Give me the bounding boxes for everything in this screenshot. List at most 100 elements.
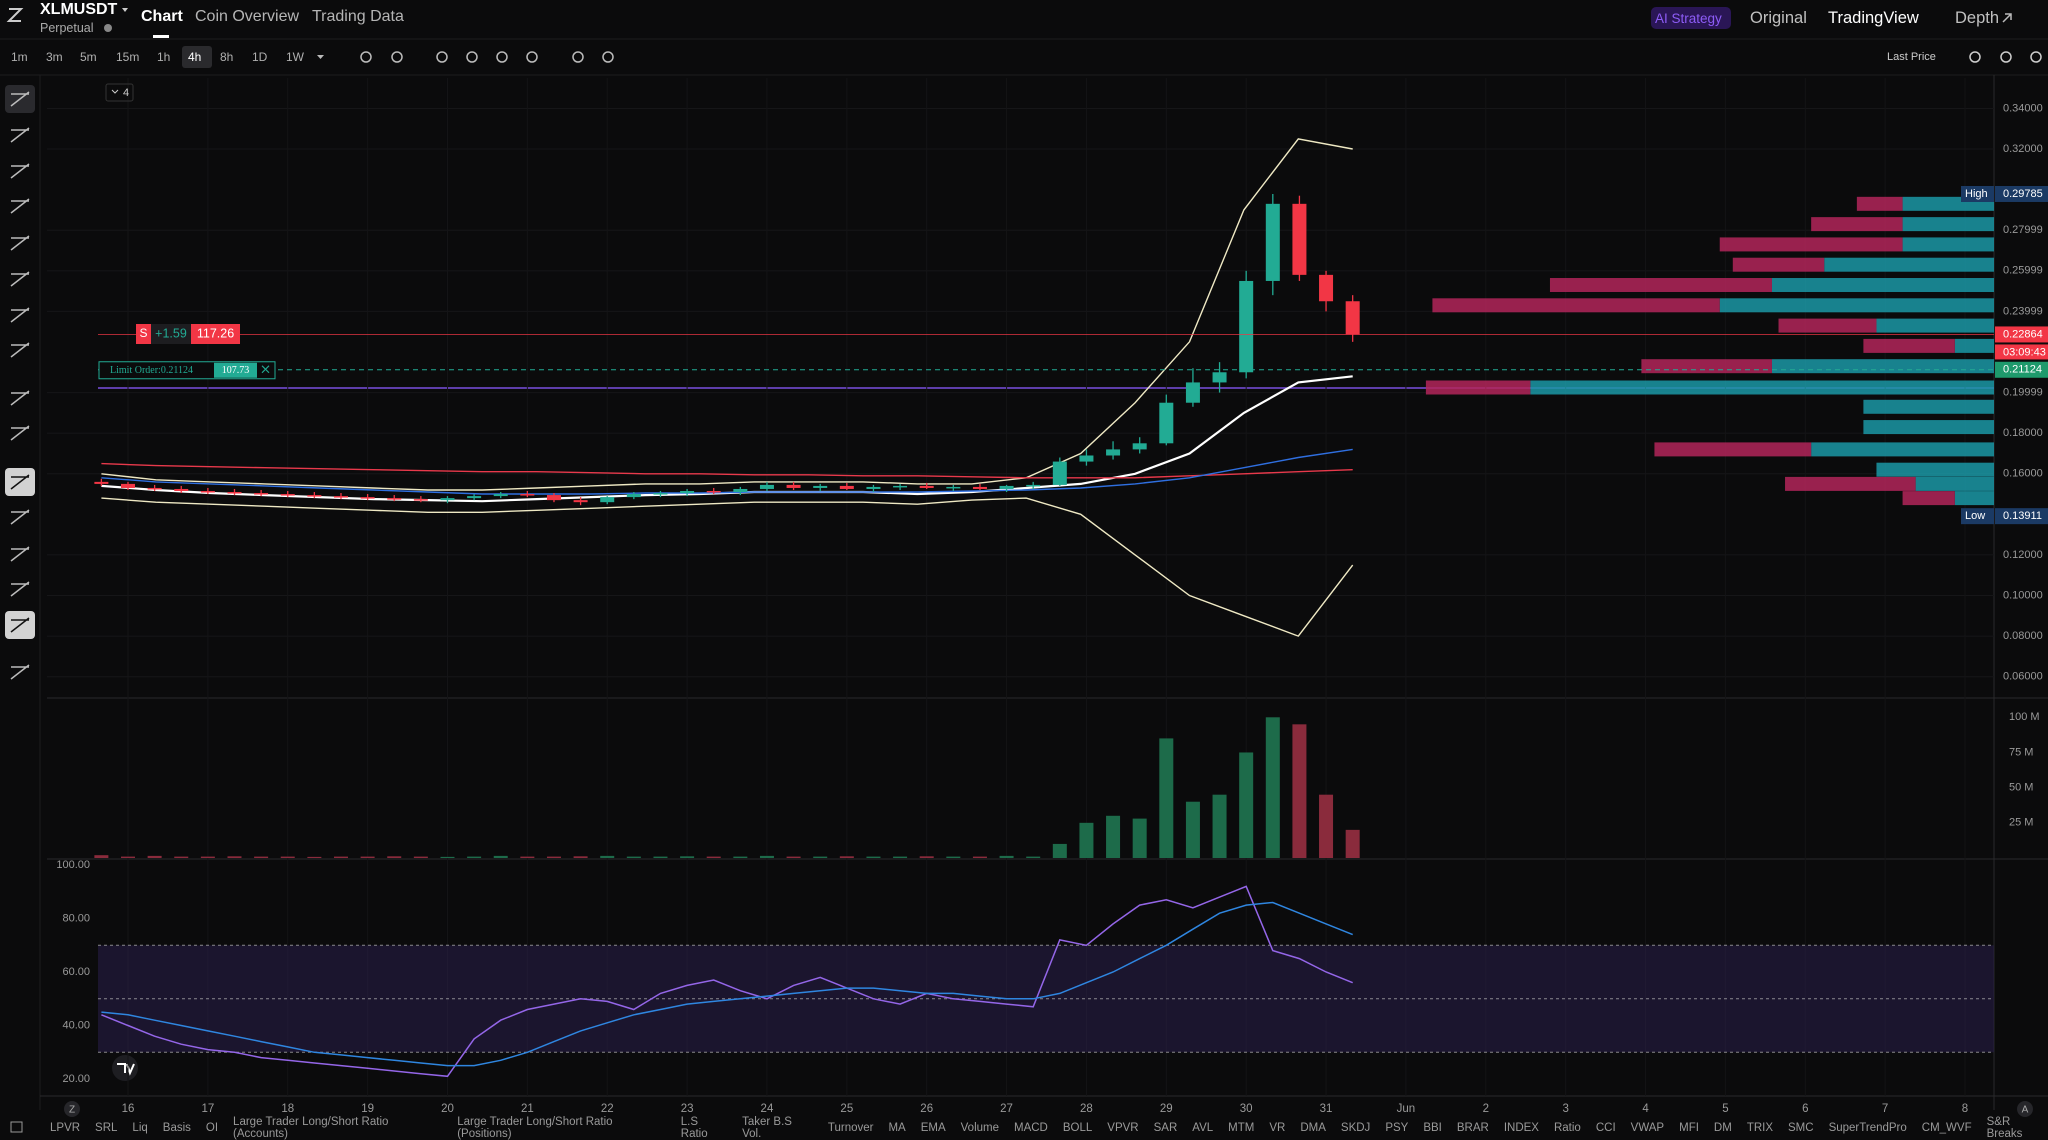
- volume-bar: [786, 856, 801, 858]
- order-side-bg: [136, 324, 151, 344]
- indicator-tab[interactable]: MTM: [1228, 1122, 1255, 1134]
- profile-sell: [1425, 380, 1531, 395]
- indicator-line: [101, 462, 1353, 479]
- indicator-tab[interactable]: Liq: [132, 1122, 148, 1134]
- high-tag: [1961, 185, 1994, 202]
- indicator-tab[interactable]: SuperTrendPro: [1828, 1122, 1907, 1134]
- indicator-tab[interactable]: DMA: [1300, 1122, 1326, 1134]
- price-type[interactable]: Last Price: [1887, 51, 1936, 63]
- toolbar-icon: [436, 51, 448, 63]
- indicator-tab[interactable]: EMA: [920, 1122, 946, 1134]
- candle-body: [200, 491, 215, 493]
- interval-button[interactable]: 15m: [116, 50, 140, 64]
- profile-sell: [1778, 318, 1877, 333]
- volume-bar: [573, 856, 588, 858]
- indicator-tab[interactable]: VWAP: [1630, 1122, 1665, 1134]
- header-right-tab[interactable]: AI Strategy: [1655, 11, 1722, 26]
- candle-body: [94, 481, 109, 484]
- indicator-tab[interactable]: SKDJ: [1340, 1122, 1371, 1134]
- rsi-line: [101, 901, 1353, 1067]
- interval-button[interactable]: 1D: [252, 50, 268, 64]
- volume-bar: [1026, 856, 1041, 858]
- candle-body: [1079, 455, 1094, 462]
- interval-button[interactable]: 3m: [46, 50, 63, 64]
- profile-sell: [1719, 237, 1903, 252]
- volume-bar: [1319, 794, 1334, 858]
- y-tick-label: 0.34000: [2003, 102, 2043, 114]
- indicator-tab[interactable]: OI: [205, 1122, 219, 1134]
- indicator-tab[interactable]: TRIX: [1746, 1122, 1774, 1134]
- profile-buy: [1902, 237, 1994, 252]
- candle-body: [626, 494, 641, 498]
- indicator-tab[interactable]: Large Trader Long/Short Ratio (Positions…: [457, 1116, 613, 1140]
- indicator-tab[interactable]: AVL: [1192, 1122, 1214, 1134]
- candle-body: [1319, 274, 1334, 302]
- header-tab[interactable]: Trading Data: [312, 8, 404, 25]
- indicator-tab[interactable]: VPVR: [1107, 1122, 1139, 1134]
- header-tab[interactable]: Coin Overview: [195, 8, 300, 25]
- low-tag-label: Low: [1965, 510, 1985, 522]
- indicator-tab[interactable]: Large Trader Long/Short Ratio (Accounts): [233, 1116, 389, 1140]
- indicator-tab[interactable]: L.S Ratio: [680, 1116, 708, 1140]
- header-right-tab[interactable]: TradingView: [1828, 9, 1919, 27]
- header-tab[interactable]: Chart: [141, 8, 183, 25]
- interval-button[interactable]: 5m: [80, 50, 97, 64]
- volume-tick-label: 75 M: [2009, 746, 2033, 758]
- indicator-tab[interactable]: VR: [1269, 1122, 1286, 1134]
- interval-button[interactable]: 4h: [188, 50, 202, 64]
- volume-bar: [467, 856, 482, 858]
- indicator-tab[interactable]: DM: [1713, 1122, 1732, 1134]
- symbol[interactable]: XLMUSDT: [40, 1, 118, 18]
- indicator-tab[interactable]: INDEX: [1503, 1122, 1539, 1134]
- indicator-tab[interactable]: SRL: [95, 1122, 118, 1134]
- indicator-tab[interactable]: BRAR: [1456, 1122, 1489, 1134]
- indicator-tab[interactable]: BOLL: [1062, 1122, 1093, 1134]
- indicator-tab[interactable]: Taker B.S Vol.: [742, 1116, 792, 1140]
- profile-buy: [1876, 462, 1994, 477]
- indicator-tab[interactable]: Turnover: [827, 1122, 874, 1134]
- last-price-label: 0.22864: [2003, 328, 2043, 340]
- profile-buy: [1876, 318, 1994, 333]
- info-icon: [104, 24, 112, 32]
- header-right-tab[interactable]: Depth: [1955, 9, 2000, 27]
- ai-badge: [1651, 7, 1731, 29]
- indicator-tab[interactable]: MACD: [1014, 1122, 1048, 1134]
- indicator-tab[interactable]: Ratio: [1553, 1122, 1581, 1134]
- volume-bar: [999, 855, 1014, 858]
- interval-button[interactable]: 8h: [220, 50, 234, 64]
- interval-button[interactable]: 1m: [11, 50, 28, 64]
- indicator-tab[interactable]: LPVR: [50, 1122, 81, 1134]
- x-tick-label: 5: [1722, 1103, 1728, 1115]
- rsi-tick-label: 60.00: [62, 966, 90, 978]
- candle-body: [972, 486, 987, 489]
- candle-body: [360, 497, 375, 499]
- profile-sell: [1732, 257, 1825, 272]
- indicator-tab[interactable]: BBI: [1423, 1122, 1442, 1134]
- tool-icon: [10, 425, 30, 441]
- volume-bar: [493, 855, 508, 858]
- plot-layer: 0.34000 0.32000 0.27999 0.25999 0.23999 0.199…: [5, 7, 2048, 1133]
- indicator-tab[interactable]: CM_WVF: [1921, 1122, 1972, 1134]
- indicator-tab[interactable]: Volume: [960, 1122, 999, 1134]
- profile-buy: [1811, 442, 1994, 457]
- x-tick-label: 29: [1160, 1103, 1173, 1115]
- indicator-tab[interactable]: PSY: [1385, 1122, 1409, 1134]
- indicator-tab[interactable]: MFI: [1679, 1122, 1699, 1134]
- interval-button[interactable]: 1h: [157, 50, 171, 64]
- indicator-tab[interactable]: CCI: [1595, 1122, 1616, 1134]
- x-tick-label: 24: [761, 1103, 774, 1115]
- x-tick-label: 30: [1240, 1103, 1253, 1115]
- indicator-tab[interactable]: SMC: [1788, 1122, 1814, 1134]
- candle-body: [1345, 301, 1360, 335]
- x-tick-label: 18: [281, 1103, 294, 1115]
- candle-body: [600, 497, 615, 503]
- indicator-tab[interactable]: S&R Breaks: [1986, 1116, 2023, 1140]
- indicator-tab[interactable]: SAR: [1153, 1122, 1178, 1134]
- candle-body: [1106, 449, 1121, 456]
- volume-bar: [174, 856, 189, 858]
- header-right-tab[interactable]: Original: [1750, 9, 1807, 27]
- indicator-tab[interactable]: MA: [888, 1122, 906, 1134]
- indicator-tab[interactable]: Basis: [162, 1122, 191, 1134]
- interval-button[interactable]: 1W: [286, 50, 304, 64]
- candle-body: [1239, 280, 1254, 373]
